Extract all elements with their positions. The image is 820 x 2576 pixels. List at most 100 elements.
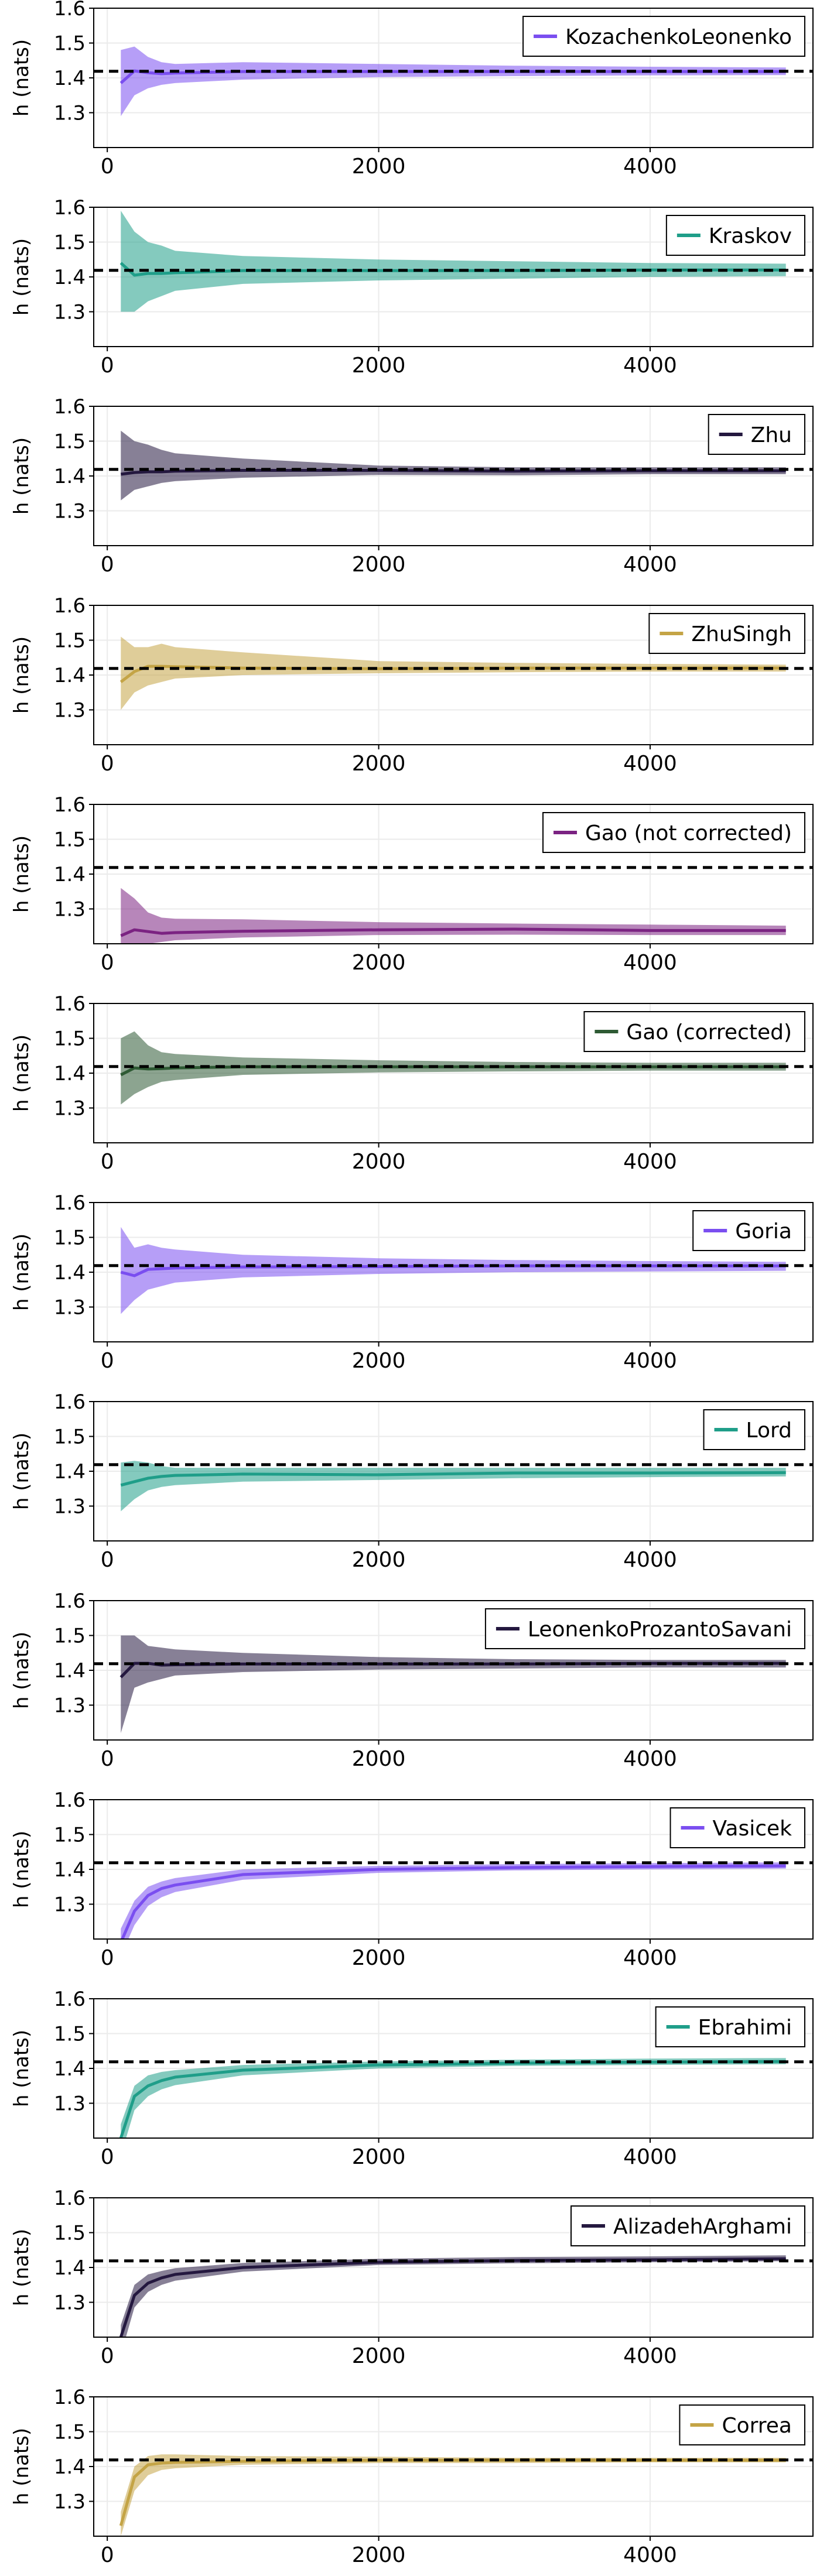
x-tick-label: 2000 xyxy=(352,1150,406,1174)
y-tick-label: 1.6 xyxy=(54,196,86,220)
y-axis-label: h (nats) xyxy=(10,835,33,913)
series-line xyxy=(120,1471,786,1487)
x-tick-label: 0 xyxy=(101,951,114,975)
legend-box xyxy=(522,16,805,57)
x-tick-label: 2000 xyxy=(352,553,406,577)
y-tick-label: 1.6 xyxy=(54,2187,86,2210)
x-tick-label: 4000 xyxy=(623,1946,677,1970)
panel-6: 0 2000 4000 1.3 1.4 1.5 1.6 h (nats) Gao (correc… xyxy=(10,992,814,1174)
x-tick-label: 2000 xyxy=(352,155,406,179)
y-tick-label: 1.3 xyxy=(54,1893,86,1917)
legend: Goria xyxy=(692,1210,805,1251)
legend: Gao (not corrected) xyxy=(542,812,805,853)
legend-box xyxy=(484,1608,805,1649)
panel-3: 0 2000 4000 1.3 1.4 1.5 1.6 h (nats) Zhu xyxy=(10,395,814,577)
legend-label: LeonenkoProzantoSavani xyxy=(528,1618,792,1642)
y-tick-label: 1.4 xyxy=(54,1858,86,1882)
y-tick-label: 1.6 xyxy=(54,793,86,817)
legend: Correa xyxy=(679,2404,805,2445)
legend: ZhuSingh xyxy=(648,613,805,654)
x-tick-label: 2000 xyxy=(352,354,406,378)
y-tick-label: 1.4 xyxy=(54,2057,86,2081)
x-tick-label: 0 xyxy=(101,1747,114,1771)
y-tick-label: 1.3 xyxy=(54,2092,86,2116)
y-tick-label: 1.3 xyxy=(54,500,86,523)
y-tick-label: 1.5 xyxy=(54,2421,86,2444)
x-tick-label: 2000 xyxy=(352,1747,406,1771)
x-tick-label: 4000 xyxy=(623,951,677,975)
panel-13: 0 2000 4000 1.3 1.4 1.5 1.6 h (nats) Correa xyxy=(10,2386,814,2567)
x-tick-label: 0 xyxy=(101,2344,114,2368)
y-tick-label: 1.4 xyxy=(54,67,86,90)
y-axis-label: h (nats) xyxy=(10,1632,33,1709)
y-axis-label: h (nats) xyxy=(10,1234,33,1311)
x-tick-label: 0 xyxy=(101,1946,114,1970)
legend: AlizadehArghami xyxy=(570,2205,805,2246)
confidence-band xyxy=(121,211,786,312)
legend-label: Gao (not corrected) xyxy=(585,821,792,845)
y-tick-label: 1.6 xyxy=(54,1590,86,1613)
legend-label: ZhuSingh xyxy=(691,622,792,646)
y-axis-label: h (nats) xyxy=(10,2229,33,2306)
panel-1: 0 2000 4000 1.3 1.4 1.5 1.6 h (nats) KozachenkoL… xyxy=(10,0,814,179)
x-tick-label: 4000 xyxy=(623,155,677,179)
x-tick-label: 0 xyxy=(101,354,114,378)
x-tick-label: 4000 xyxy=(623,2543,677,2567)
legend-label: Correa xyxy=(722,2414,792,2438)
x-tick-label: 2000 xyxy=(352,1946,406,1970)
y-tick-label: 1.6 xyxy=(54,395,86,419)
y-tick-label: 1.4 xyxy=(54,1460,86,1484)
y-tick-label: 1.3 xyxy=(54,1097,86,1121)
y-axis-label: h (nats) xyxy=(10,2428,33,2505)
confidence-band xyxy=(121,636,786,710)
legend-box xyxy=(570,2205,805,2246)
y-axis-label: h (nats) xyxy=(10,1433,33,1510)
y-tick-label: 1.6 xyxy=(54,594,86,618)
series-line xyxy=(121,1864,786,1939)
y-tick-label: 1.6 xyxy=(54,0,86,20)
y-tick-label: 1.3 xyxy=(54,1296,86,1320)
x-tick-label: 4000 xyxy=(623,553,677,577)
y-tick-label: 1.4 xyxy=(54,664,86,687)
x-tick-label: 2000 xyxy=(352,752,406,776)
x-tick-label: 0 xyxy=(101,155,114,179)
legend-label: Ebrahimi xyxy=(698,2016,792,2040)
legend-label: Vasicek xyxy=(713,1817,792,1841)
panel-11: 0 2000 4000 1.3 1.4 1.5 1.6 h (nats) Ebrahimi xyxy=(10,1988,814,2169)
y-tick-label: 1.3 xyxy=(54,301,86,324)
y-tick-label: 1.4 xyxy=(54,266,86,289)
legend-label: Goria xyxy=(735,1220,792,1244)
x-tick-label: 2000 xyxy=(352,951,406,975)
y-tick-label: 1.6 xyxy=(54,1191,86,1215)
y-axis-label: h (nats) xyxy=(10,2030,33,2107)
x-tick-label: 2000 xyxy=(352,2145,406,2169)
x-tick-label: 2000 xyxy=(352,1349,406,1373)
panel-10: 0 2000 4000 1.3 1.4 1.5 1.6 h (nats) Vasicek xyxy=(10,1789,814,1970)
legend-box xyxy=(583,1011,805,1052)
legend: KozachenkoLeonenko xyxy=(522,16,805,57)
y-tick-label: 1.5 xyxy=(54,32,86,56)
y-tick-label: 1.5 xyxy=(54,1625,86,1648)
x-tick-label: 4000 xyxy=(623,2145,677,2169)
legend-box xyxy=(542,812,805,853)
confidence-band xyxy=(121,1635,786,1734)
confidence-band xyxy=(121,46,786,117)
y-tick-label: 1.5 xyxy=(54,629,86,653)
panel-2: 0 2000 4000 1.3 1.4 1.5 1.6 h (nats) Kraskov xyxy=(10,196,814,378)
legend: Lord xyxy=(703,1409,805,1450)
panel-7: 0 2000 4000 1.3 1.4 1.5 1.6 h (nats) Goria xyxy=(10,1191,814,1373)
y-axis-label: h (nats) xyxy=(10,238,33,316)
legend: Gao (corrected) xyxy=(583,1011,805,1052)
y-tick-label: 1.5 xyxy=(54,828,86,852)
y-tick-label: 1.3 xyxy=(54,1694,86,1718)
x-tick-label: 0 xyxy=(101,752,114,776)
legend: Zhu xyxy=(708,414,805,455)
legend-label: Kraskov xyxy=(709,224,792,248)
y-tick-label: 1.4 xyxy=(54,2455,86,2479)
x-tick-label: 4000 xyxy=(623,1349,677,1373)
y-tick-label: 1.3 xyxy=(54,2291,86,2315)
panel-5: 0 2000 4000 1.3 1.4 1.5 1.6 h (nats) Gao (not co… xyxy=(10,793,814,975)
x-tick-label: 0 xyxy=(101,1349,114,1373)
panel-9: 0 2000 4000 1.3 1.4 1.5 1.6 h (nats) LeonenkoPro… xyxy=(10,1590,814,1771)
